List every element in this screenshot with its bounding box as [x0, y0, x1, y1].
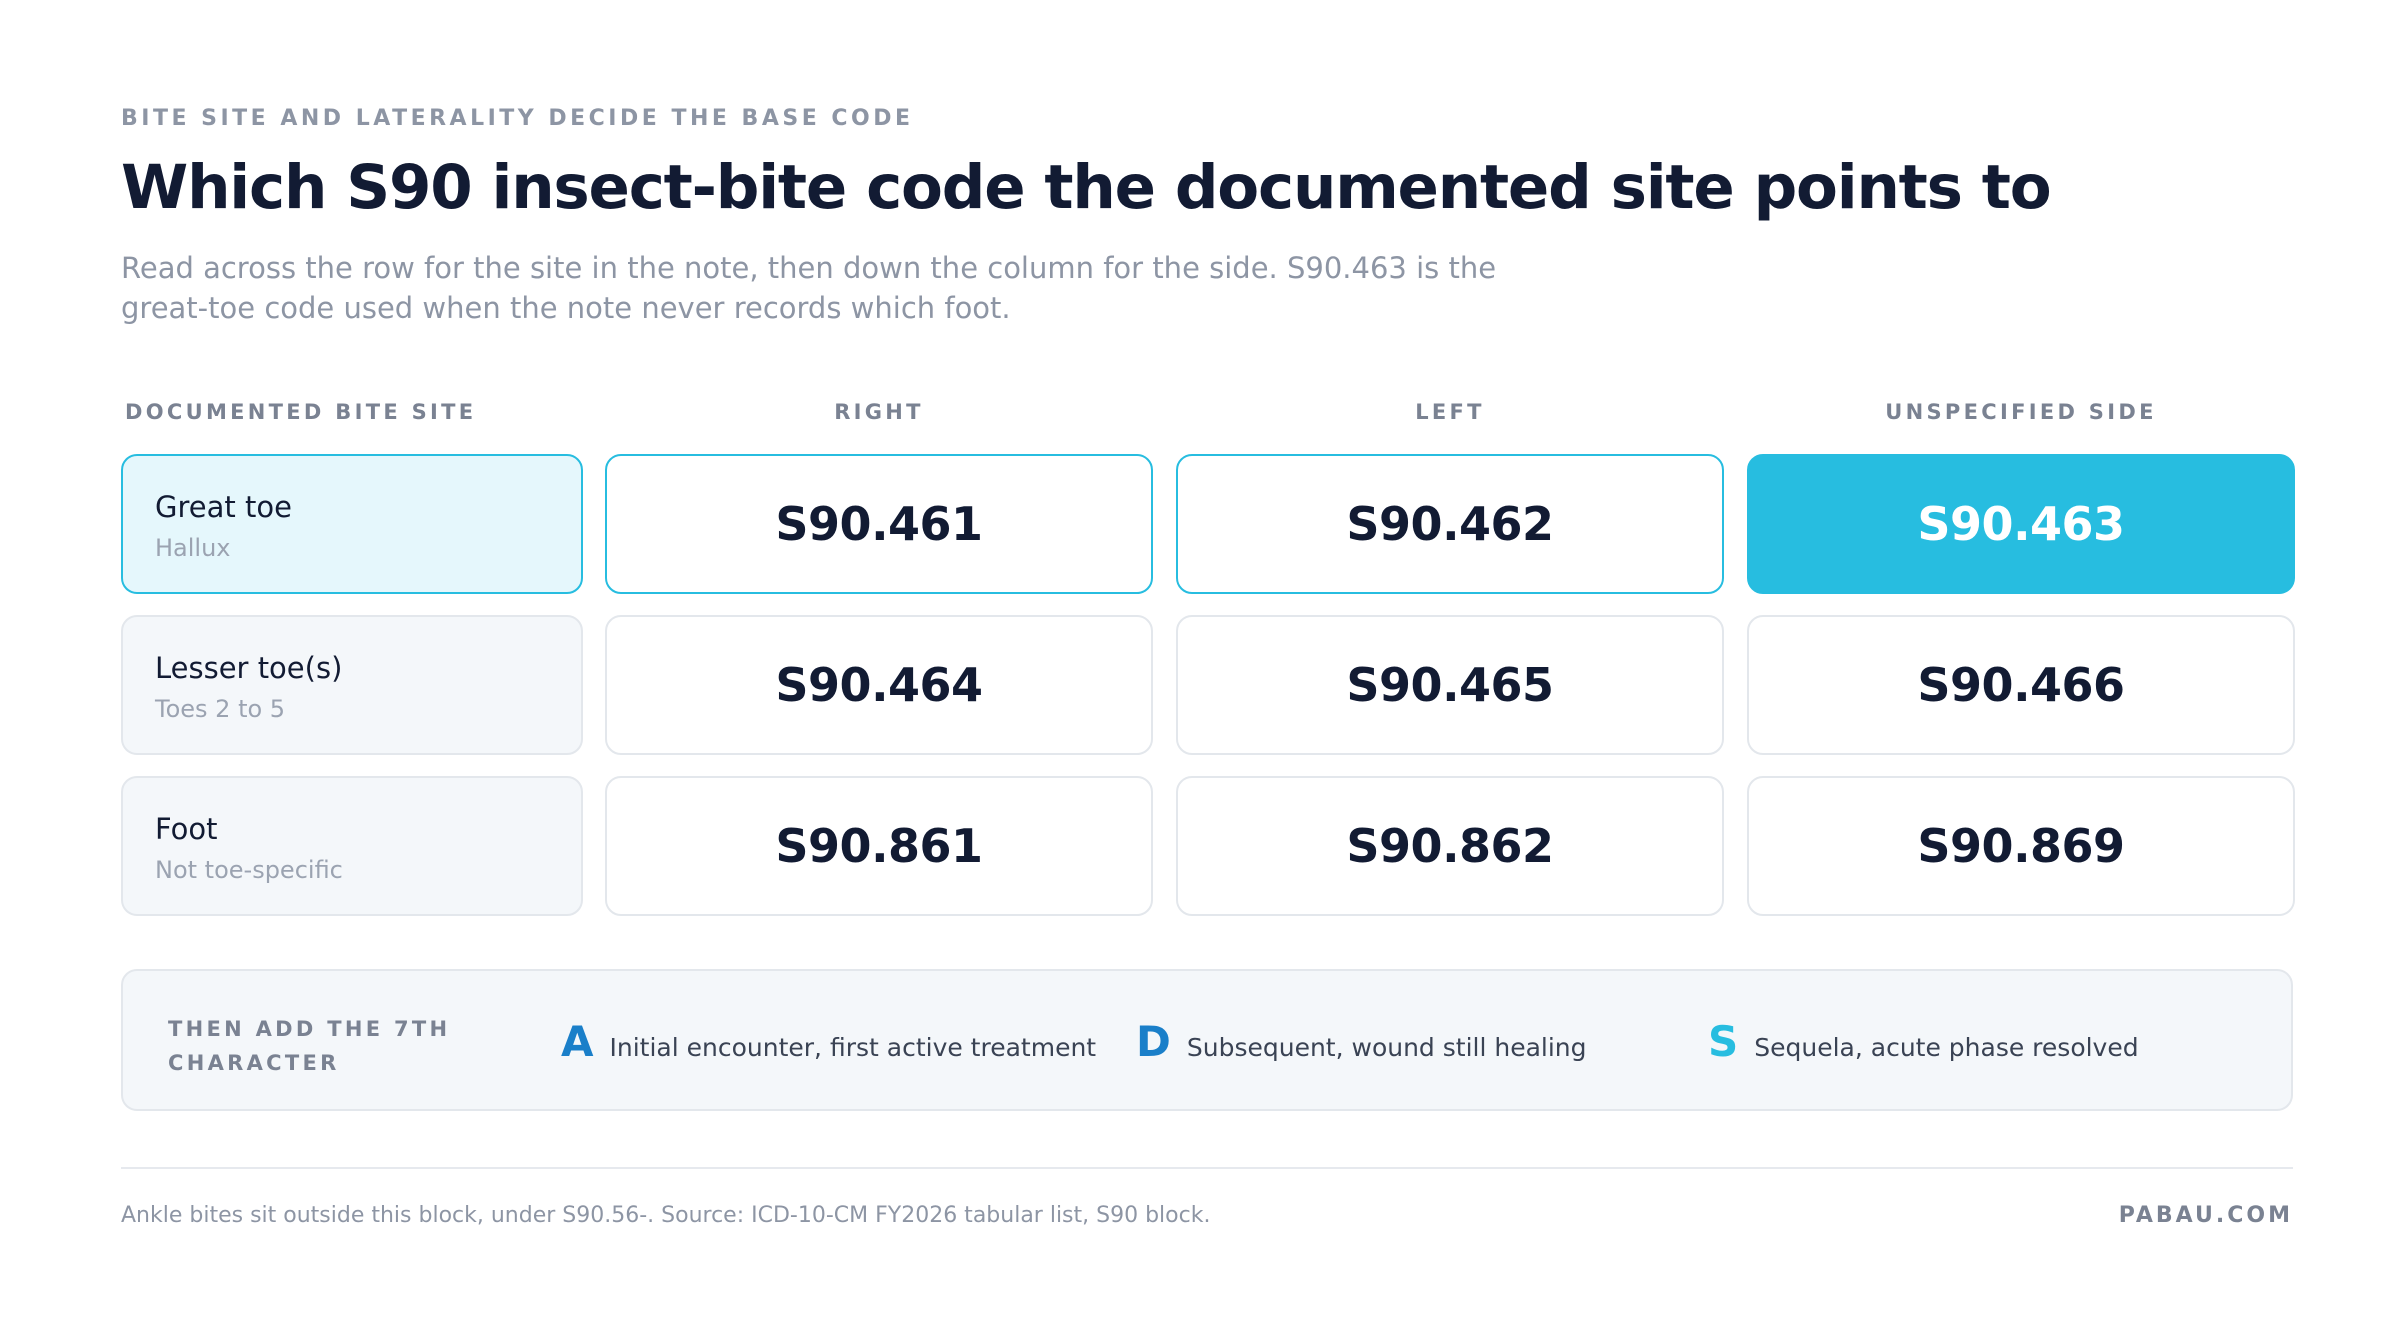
brand-label[interactable]: PABAU.COM	[2118, 1203, 2293, 1228]
extension-description: Subsequent, wound still healing	[1186, 1033, 1587, 1062]
code-value: S90.462	[1346, 497, 1554, 551]
code-value: S90.466	[1917, 658, 2125, 712]
site-description: Toes 2 to 5	[155, 695, 286, 723]
code-cell-lesser-toes-right: S90.464	[605, 615, 1153, 755]
extension-sequela: S Sequela, acute phase resolved	[1708, 1017, 2139, 1066]
extension-description: Sequela, acute phase resolved	[1754, 1033, 2139, 1062]
code-value: S90.862	[1346, 819, 1554, 873]
extension-letter: D	[1136, 1017, 1171, 1066]
code-value: S90.869	[1917, 819, 2125, 873]
code-cell-foot-unspecified: S90.869	[1747, 776, 2295, 916]
code-cell-foot-right: S90.861	[605, 776, 1153, 916]
extension-initial: A Initial encounter, first active treatm…	[561, 1017, 1096, 1066]
site-description: Not toe-specific	[155, 856, 343, 884]
column-header-left: LEFT	[1415, 400, 1485, 424]
extension-subsequent: D Subsequent, wound still healing	[1136, 1017, 1587, 1066]
extension-letter: A	[561, 1017, 594, 1066]
site-description: Hallux	[155, 534, 231, 562]
code-cell-great-toe-unspecified: S90.463	[1747, 454, 2295, 594]
subtitle: Read across the row for the site in the …	[121, 251, 1497, 325]
extension-description: Initial encounter, first active treatmen…	[609, 1033, 1097, 1062]
site-card-lesser-toes: Lesser toe(s) Toes 2 to 5	[121, 615, 583, 755]
site-card-foot: Foot Not toe-specific	[121, 776, 583, 916]
site-name: Lesser toe(s)	[155, 651, 343, 685]
panel-label: THEN ADD THE 7TH CHARACTER	[168, 1017, 451, 1075]
code-value: S90.465	[1346, 658, 1554, 712]
code-value-highlighted: S90.463	[1917, 497, 2125, 551]
eyebrow: BITE SITE AND LATERALITY DECIDE THE BASE…	[121, 106, 914, 131]
code-cell-great-toe-right: S90.461	[605, 454, 1153, 594]
extension-letter: S	[1708, 1017, 1739, 1066]
footer-divider	[121, 1167, 2293, 1169]
seventh-character-panel: THEN ADD THE 7TH CHARACTER A Initial enc…	[121, 969, 2293, 1111]
code-cell-great-toe-left: S90.462	[1176, 454, 1724, 594]
infographic: BITE SITE AND LATERALITY DECIDE THE BASE…	[121, 0, 2295, 1342]
code-value: S90.461	[775, 497, 983, 551]
code-cell-foot-left: S90.862	[1176, 776, 1724, 916]
code-value: S90.464	[775, 658, 983, 712]
footnote: Ankle bites sit outside this block, unde…	[121, 1203, 1211, 1228]
code-cell-lesser-toes-left: S90.465	[1176, 615, 1724, 755]
site-name: Foot	[155, 812, 218, 846]
code-value: S90.861	[775, 819, 983, 873]
site-card-great-toe: Great toe Hallux	[121, 454, 583, 594]
page-title: Which S90 insect-bite code the documente…	[121, 152, 2052, 223]
column-header-right: RIGHT	[834, 400, 924, 424]
site-name: Great toe	[155, 490, 292, 524]
column-header-site: DOCUMENTED BITE SITE	[125, 400, 477, 424]
column-header-unspecified: UNSPECIFIED SIDE	[1885, 400, 2157, 424]
code-cell-lesser-toes-unspecified: S90.466	[1747, 615, 2295, 755]
